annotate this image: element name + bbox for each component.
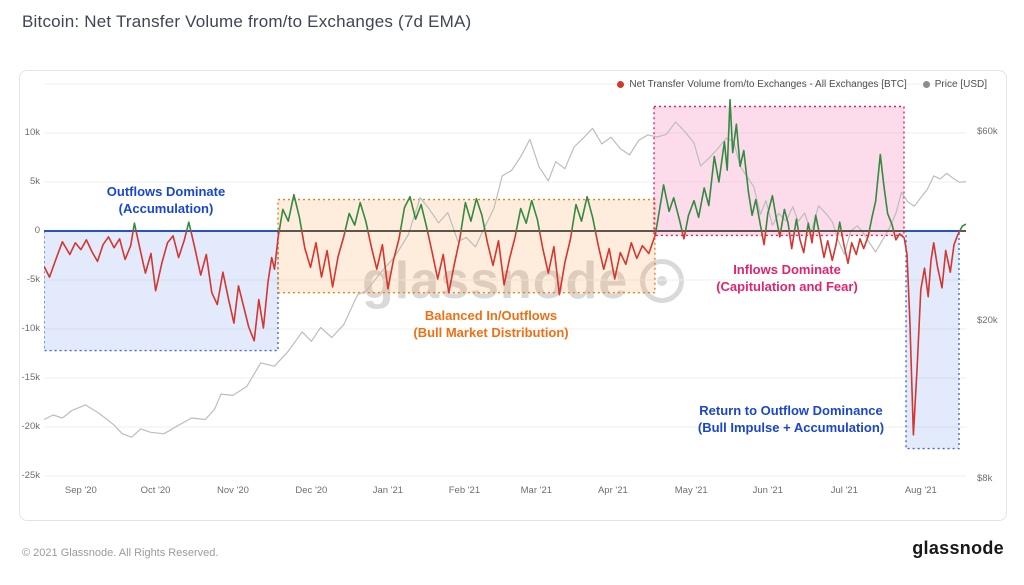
page-title: Bitcoin: Net Transfer Volume from/to Exc…	[22, 12, 472, 31]
annotation-line: (Capitulation and Fear)	[716, 279, 858, 294]
x-axis-tick-label: Mar '21	[520, 485, 553, 496]
annotation-balanced-in-outflows: Balanced In/Outflows (Bull Market Distri…	[413, 307, 568, 341]
plot-area[interactable]: glassnode Outflows Dominate (Accumulatio…	[43, 71, 967, 481]
y-axis-right: $60k $20k $8k	[958, 71, 1004, 484]
chart-card: Net Transfer Volume from/to Exchanges - …	[19, 70, 1007, 521]
annotation-line: Return to Outflow Dominance	[699, 403, 883, 418]
legend-dot-net-transfer-icon	[617, 81, 625, 88]
x-axis-tick-label: Nov '20	[217, 485, 249, 496]
x-axis-tick-label: Apr '21	[597, 485, 628, 496]
x-axis-tick-label: Jul '21	[830, 485, 858, 496]
y-right-tick-label: $8k	[977, 473, 993, 484]
y-left-tick-label: -25k	[21, 470, 40, 481]
annotation-inflows-dominate: Inflows Dominate (Capitulation and Fear)	[716, 261, 858, 295]
x-axis-tick-label: Jun '21	[752, 485, 783, 496]
annotation-line: (Accumulation)	[118, 201, 214, 216]
legend-dot-price-icon	[922, 81, 930, 88]
legend-item-net-transfer-volume[interactable]: Net Transfer Volume from/to Exchanges - …	[617, 79, 907, 90]
legend-label-net-transfer-volume: Net Transfer Volume from/to Exchanges - …	[629, 79, 907, 90]
glassnode-brand-logo: glassnode	[912, 538, 1004, 558]
annotation-line: Outflows Dominate	[106, 184, 226, 199]
y-right-tick-label: $20k	[977, 315, 998, 326]
y-left-tick-label: -5k	[26, 274, 40, 285]
chart-canvas[interactable]	[43, 71, 967, 481]
y-left-tick-label: 10k	[24, 127, 40, 138]
annotation-line: (Bull Market Distribution)	[413, 325, 569, 340]
y-left-tick-label: 0	[34, 225, 40, 236]
glassnode-logo-icon	[640, 259, 685, 303]
x-axis-tick-label: Feb '21	[448, 485, 481, 496]
x-axis-tick-label: Jan '21	[372, 485, 404, 496]
x-axis-tick-label: Dec '20	[295, 485, 328, 496]
x-axis: Sep '20 Oct '20 Nov '20 Dec '20 Jan '21 Feb '…	[44, 485, 966, 503]
annotation-return-to-outflow-dominance: Return to Outflow Dominance (Bull Impuls…	[698, 402, 884, 436]
legend-label-price: Price [USD]	[934, 79, 987, 90]
x-axis-tick-label: May '21	[674, 485, 708, 496]
x-axis-tick-label: Aug '21	[904, 485, 937, 496]
chart-svg	[43, 83, 967, 477]
y-left-tick-label: -20k	[21, 421, 40, 432]
chart-legend: Net Transfer Volume from/to Exchanges - …	[617, 79, 987, 90]
y-axis-left: 10k 5k 0 -5k -10k -15k -20k -25k	[20, 71, 42, 481]
y-left-tick-label: -15k	[21, 372, 40, 383]
x-axis-tick-label: Oct '20	[140, 485, 171, 496]
annotation-line: Inflows Dominate	[733, 262, 841, 277]
y-right-tick-label: $60k	[977, 126, 998, 137]
annotation-outflows-dominate: Outflows Dominate (Accumulation)	[107, 183, 225, 217]
y-left-tick-label: 5k	[29, 176, 40, 187]
annotation-line: Balanced In/Outflows	[424, 308, 558, 323]
copyright-text: © 2021 Glassnode. All Rights Reserved.	[22, 547, 219, 559]
y-left-tick-label: -10k	[21, 323, 40, 334]
annotation-line: (Bull Impulse + Accumulation)	[697, 420, 885, 435]
legend-item-price[interactable]: Price [USD]	[922, 79, 987, 90]
x-axis-tick-label: Sep '20	[64, 485, 97, 496]
